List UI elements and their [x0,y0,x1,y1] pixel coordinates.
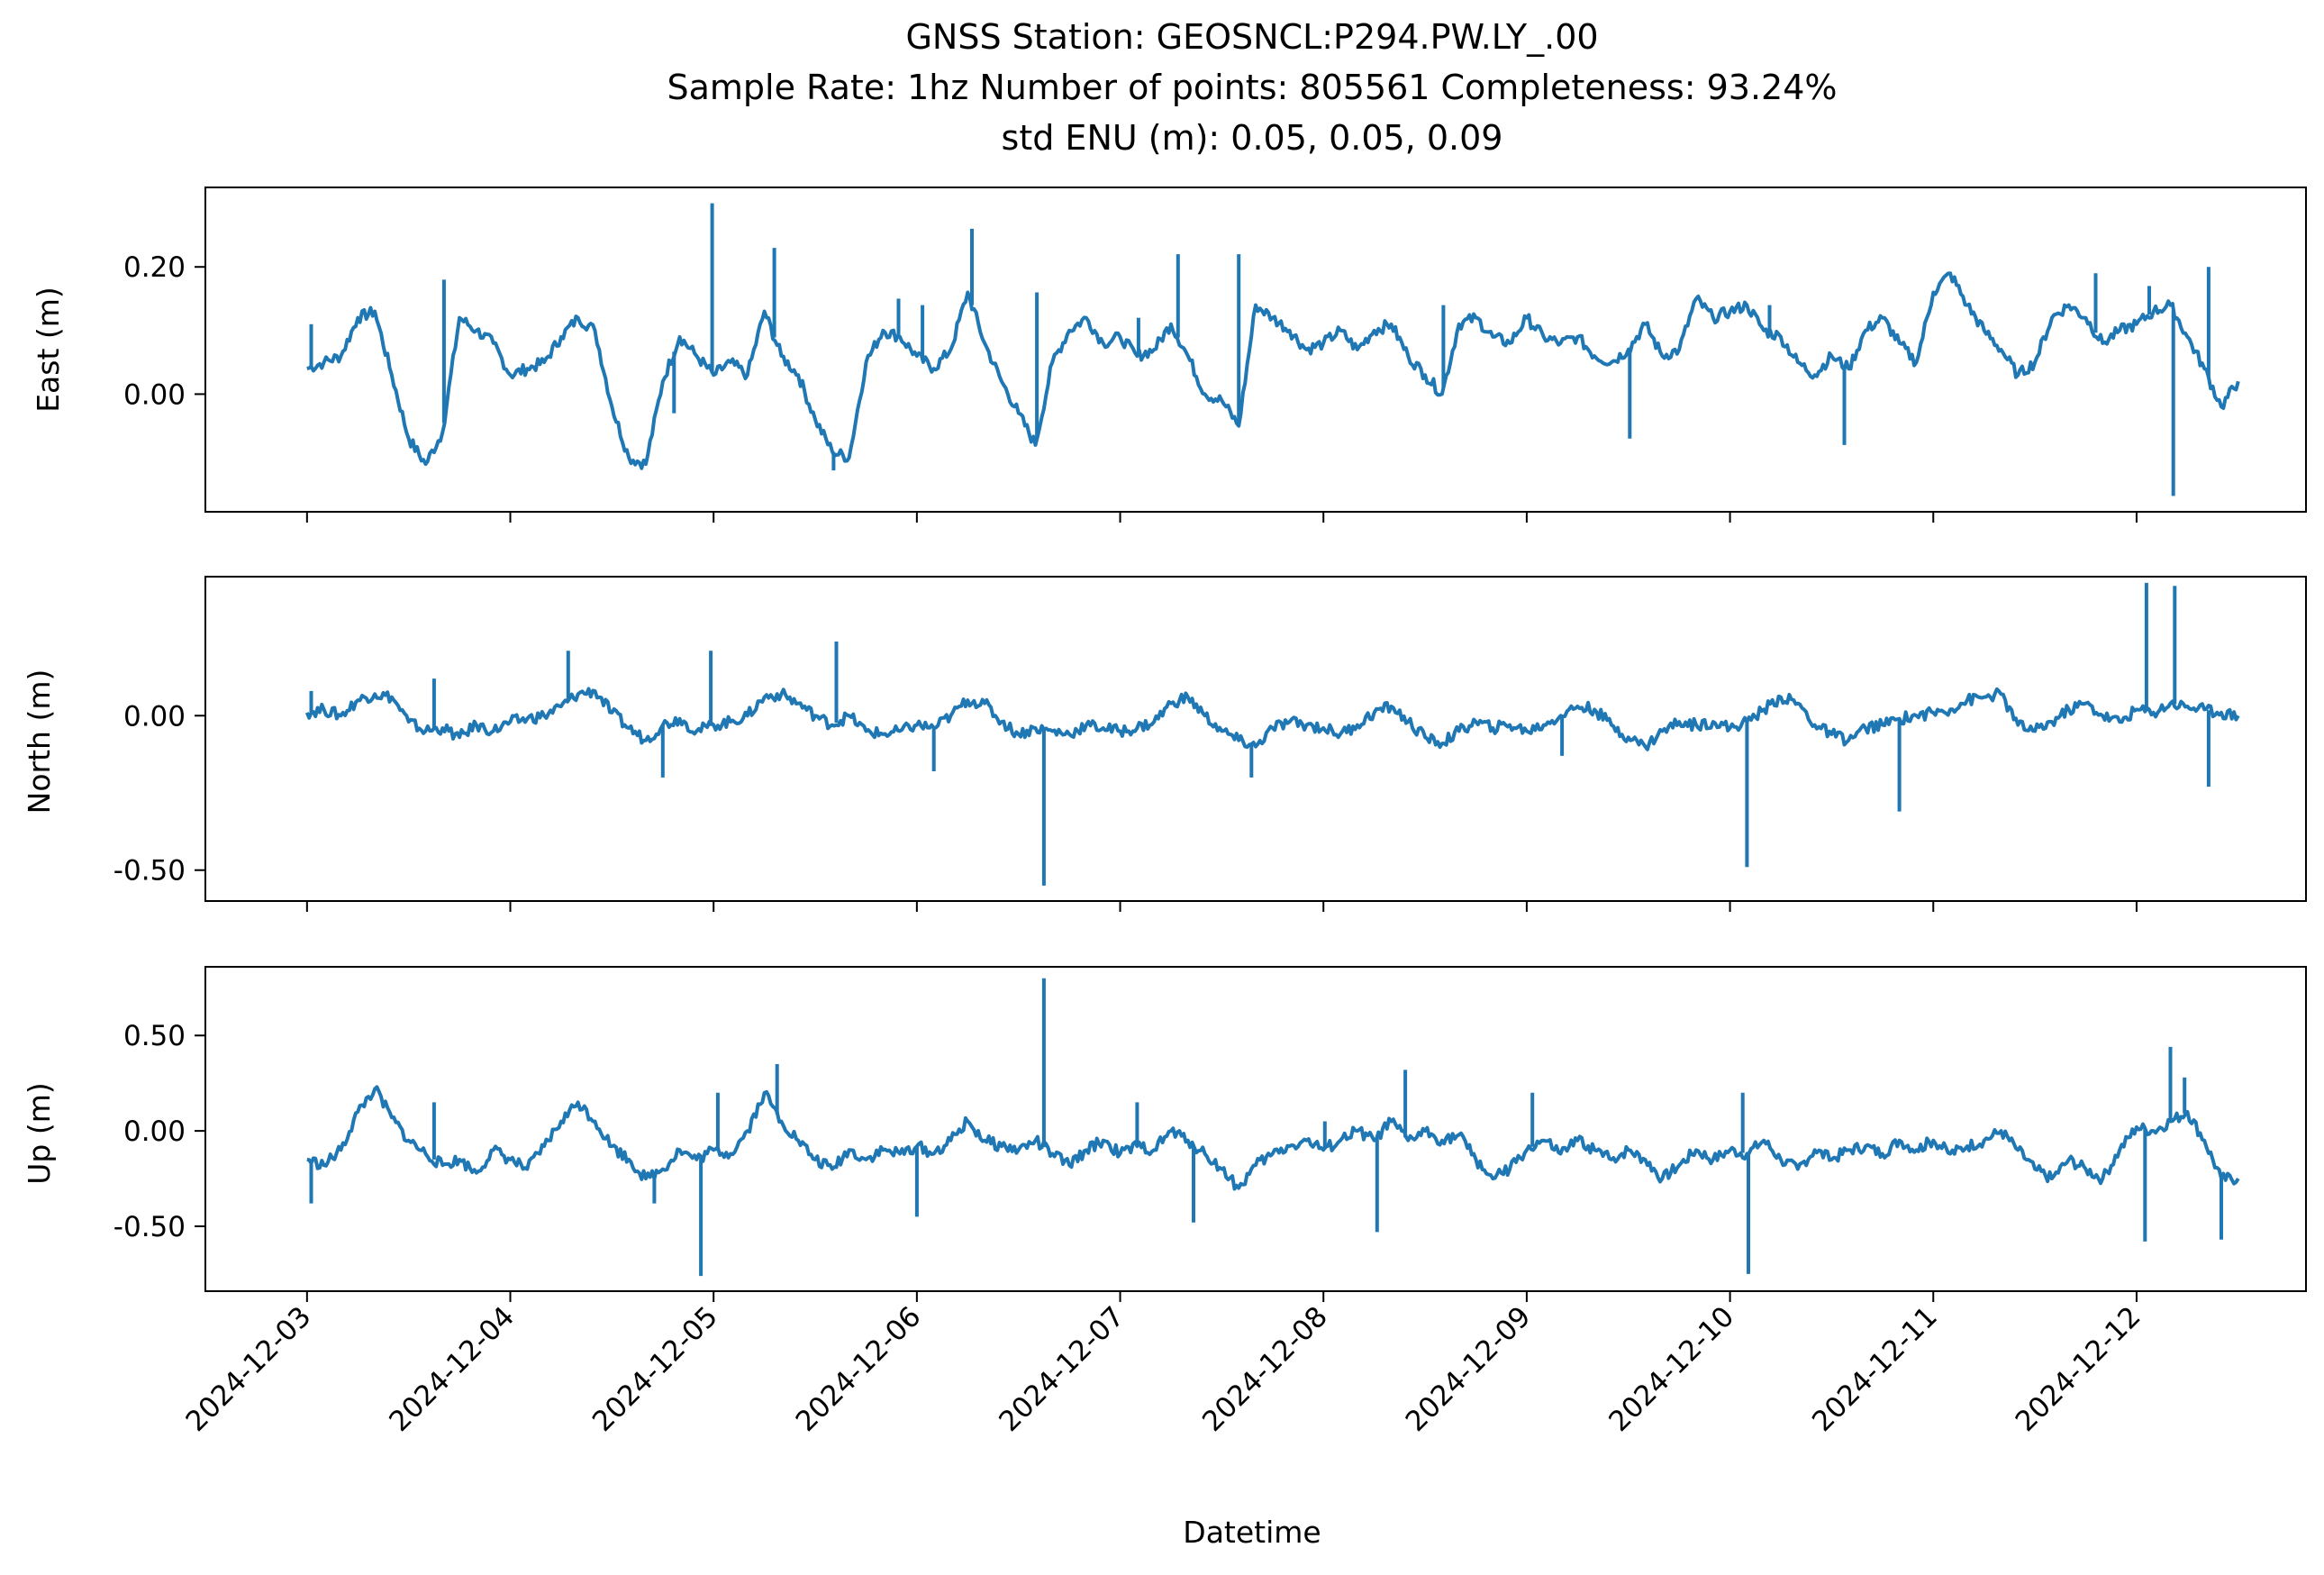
east-ytick-label-0: 0.00 [123,378,186,411]
east-ytick-label-1: 0.20 [123,251,186,284]
north-axes-frame [204,576,2307,902]
up-panel: Up (m) -0.50 0.00 0.50 2024-12-03 2024-12-04… [22,966,2307,1438]
up-ytick-label-2: 0.50 [123,1020,186,1052]
up-ytick-label-0: -0.50 [113,1211,186,1243]
xtick-label-3: 2024-12-06 [790,1300,928,1438]
xtick-label-9: 2024-12-12 [2010,1300,2147,1438]
north-ylabel: North (m) [22,669,57,815]
east-axes-frame [204,187,2307,513]
xtick-label-8: 2024-12-11 [1806,1300,1944,1438]
xtick-label-2: 2024-12-05 [586,1300,724,1438]
title-line-3: std ENU (m): 0.05, 0.05, 0.09 [1002,118,1503,158]
north-panel: North (m) -0.50 0.00 [22,576,2307,912]
x-axis-label: Datetime [1183,1515,1321,1550]
north-ytick-label-1: 0.00 [123,700,186,733]
xtick-label-4: 2024-12-07 [993,1300,1130,1438]
north-series-line [304,687,2240,751]
title-line-2: Sample Rate: 1hz Number of points: 80556… [667,68,1838,107]
xtick-label-5: 2024-12-08 [1196,1300,1334,1438]
up-axes-frame [204,966,2307,1292]
xtick-label-6: 2024-12-09 [1400,1300,1538,1438]
east-ylabel: East (m) [31,287,66,413]
xtick-label-0: 2024-12-03 [180,1300,318,1438]
xtick-label-1: 2024-12-04 [383,1300,521,1438]
up-ytick-label-1: 0.00 [123,1115,186,1148]
title-line-1: GNSS Station: GEOSNCL:P294.PW.LY_.00 [905,17,1598,57]
east-series-line [306,271,2240,470]
xtick-label-7: 2024-12-10 [1602,1300,1740,1438]
east-panel: East (m) 0.00 0.20 [31,187,2307,523]
up-series-line [306,1085,2240,1191]
north-ytick-label-0: -0.50 [113,855,186,888]
up-ylabel: Up (m) [22,1082,57,1185]
